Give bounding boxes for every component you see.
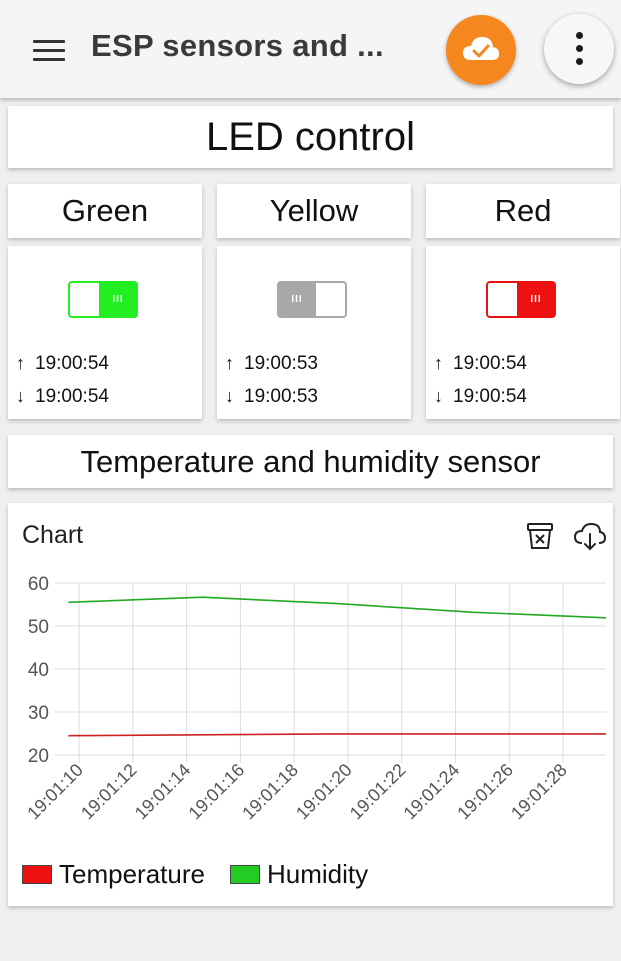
x-tick-label: 19:01:26	[453, 760, 517, 824]
arrow-up-icon: ↑	[225, 353, 234, 373]
x-tick-label: 19:01:10	[23, 760, 87, 824]
line-chart: 203040506019:01:1019:01:1219:01:1419:01:…	[23, 574, 607, 824]
arrow-down-icon: ↓	[16, 386, 25, 406]
arrow-down-icon: ↓	[225, 386, 234, 406]
arrow-up-icon: ↑	[434, 353, 443, 373]
arrow-down-icon: ↓	[434, 386, 443, 406]
series-line-temperature	[68, 733, 606, 737]
toggle-knob: III	[517, 283, 555, 316]
led-yellow-toggle[interactable]: III	[277, 281, 347, 318]
legend-swatch	[22, 865, 52, 884]
x-tick-label: 19:01:18	[238, 760, 302, 824]
y-tick-label: 20	[28, 746, 49, 767]
timestamp: 19:00:54	[453, 353, 527, 374]
x-tick-label: 19:01:20	[292, 760, 356, 824]
more-vert-icon	[576, 32, 583, 39]
toggle-knob: III	[278, 283, 316, 316]
x-tick-label: 19:01:24	[400, 760, 464, 824]
menu-icon-bar	[33, 40, 65, 43]
legend-item-humidity[interactable]: Humidity	[230, 859, 368, 890]
led-yellow-card: III ↑ 19:00:53 ↓ 19:00:53	[217, 246, 411, 419]
y-tick-label: 40	[28, 660, 49, 681]
led-green-down-time: ↓ 19:00:54	[16, 386, 109, 408]
series-line-humidity	[68, 596, 607, 619]
chart-card: Chart 20 30 40 50 60 19:01:10 19:01:12 19:01:14…	[8, 503, 613, 906]
led-yellow-header: Yellow	[217, 184, 411, 238]
sensor-title: Temperature and humidity sensor	[80, 444, 541, 479]
y-tick-label: 30	[28, 703, 49, 724]
x-tick-label: 19:01:14	[131, 760, 195, 824]
menu-icon-bar	[33, 58, 65, 61]
y-tick-label: 50	[28, 617, 49, 638]
timestamp: 19:00:53	[244, 386, 318, 407]
trash-icon	[527, 523, 553, 549]
led-green-toggle[interactable]: III	[68, 281, 138, 318]
led-green-header: Green	[8, 184, 202, 238]
led-yellow-up-time: ↑ 19:00:53	[225, 353, 318, 375]
x-tick-label: 19:01:12	[77, 760, 141, 824]
led-red-down-time: ↓ 19:00:54	[434, 386, 527, 408]
led-control-title: LED control	[206, 115, 415, 159]
led-yellow-label: Yellow	[269, 193, 359, 228]
legend-label: Humidity	[267, 859, 369, 889]
led-control-header: LED control	[8, 106, 613, 168]
app-title: ESP sensors and ...	[91, 28, 384, 63]
led-green-up-time: ↑ 19:00:54	[16, 353, 109, 375]
arrow-up-icon: ↑	[16, 353, 25, 373]
legend-swatch	[230, 865, 260, 884]
menu-icon-bar	[33, 49, 65, 52]
legend-item-temperature[interactable]: Temperature	[22, 859, 205, 890]
led-green-card: III ↑ 19:00:54 ↓ 19:00:54	[8, 246, 202, 419]
app-bar: ESP sensors and ...	[0, 0, 621, 98]
x-tick-label: 19:01:16	[185, 760, 249, 824]
more-options-button[interactable]	[544, 14, 614, 84]
x-tick-label: 19:01:28	[507, 760, 571, 824]
sensor-header: Temperature and humidity sensor	[8, 435, 613, 488]
led-yellow-down-time: ↓ 19:00:53	[225, 386, 318, 408]
led-red-card: III ↑ 19:00:54 ↓ 19:00:54	[426, 246, 620, 419]
chart-title: Chart	[22, 521, 84, 549]
y-tick-label: 60	[28, 574, 49, 595]
led-red-label: Red	[494, 193, 552, 228]
more-vert-icon	[576, 58, 583, 65]
led-green-label: Green	[61, 193, 149, 228]
cloud-sync-button[interactable]	[446, 15, 516, 85]
led-red-header: Red	[426, 184, 620, 238]
download-chart-button[interactable]	[572, 519, 607, 553]
legend-label: Temperature	[59, 859, 205, 889]
toggle-knob: III	[99, 283, 137, 316]
more-vert-icon	[576, 45, 583, 52]
x-tick-label: 19:01:22	[346, 760, 410, 824]
led-red-toggle[interactable]: III	[486, 281, 556, 318]
timestamp: 19:00:54	[453, 386, 527, 407]
timestamp: 19:00:54	[35, 353, 109, 374]
cloud-download-icon	[573, 522, 607, 551]
menu-button[interactable]	[22, 30, 76, 70]
timestamp: 19:00:54	[35, 386, 109, 407]
cloud-check-icon	[463, 37, 499, 60]
led-red-up-time: ↑ 19:00:54	[434, 353, 527, 375]
timestamp: 19:00:53	[244, 353, 318, 374]
clear-chart-button[interactable]	[523, 519, 557, 553]
